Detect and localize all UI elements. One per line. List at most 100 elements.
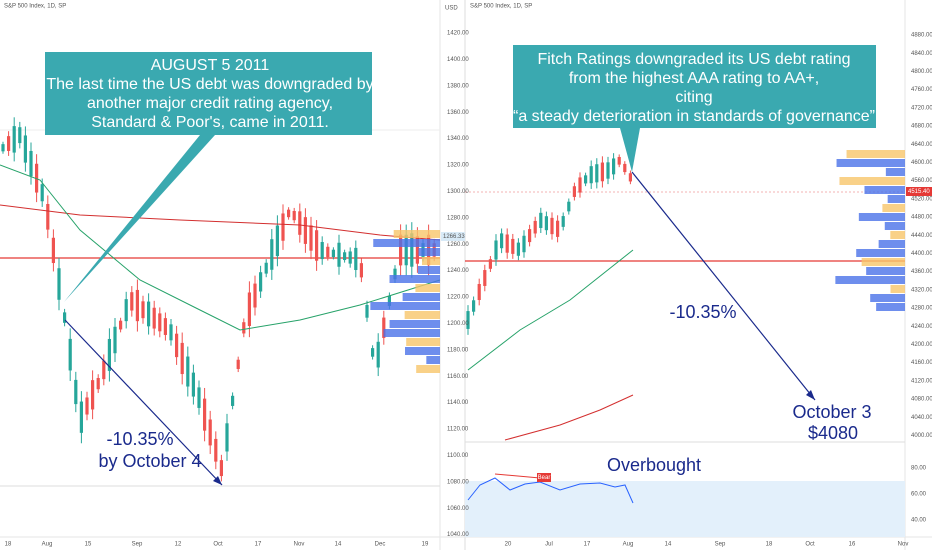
candle-body	[617, 156, 621, 165]
annotation-text: “a steady deterioration in standards of …	[513, 108, 875, 125]
volume-profile	[878, 240, 905, 248]
price-tag	[906, 187, 932, 196]
candle-body	[152, 307, 156, 329]
volume-profile	[418, 248, 440, 256]
volume-profile	[887, 195, 905, 203]
candle-body	[292, 210, 296, 221]
chart-drawings	[0, 117, 905, 504]
candle-body	[477, 283, 481, 301]
candle-body	[376, 341, 380, 368]
candle-body	[147, 301, 151, 327]
candle-body	[102, 360, 106, 380]
candle-body	[186, 356, 190, 387]
candle-body	[612, 158, 616, 175]
x-axis-label: 19	[422, 542, 429, 548]
volume-profile	[426, 356, 440, 364]
volume-profile	[835, 276, 905, 284]
candle-body	[600, 162, 604, 182]
volume-profile	[404, 311, 440, 319]
annotation-text: Standard & Poor's, came in 2011.	[91, 114, 329, 131]
y-axis-label: 1180.00	[447, 347, 469, 353]
candle-body	[225, 423, 229, 452]
volume-profile	[846, 150, 905, 158]
x-axis-label: Nov	[294, 542, 305, 548]
candle-body	[354, 247, 358, 271]
volume-profile	[421, 257, 440, 265]
price-tag	[441, 232, 465, 241]
y-axis-label: 4760.00	[911, 87, 932, 93]
y-axis-label: 1280.00	[447, 215, 469, 221]
rsi-tag-text: Bear	[538, 475, 551, 481]
rsi-band	[465, 481, 905, 537]
x-axis-label: 17	[584, 542, 591, 548]
candle-body	[113, 326, 117, 354]
candle-body	[79, 401, 83, 433]
candle-body	[544, 216, 548, 231]
candle-body	[472, 300, 476, 312]
y-axis-label: 4720.00	[911, 105, 932, 111]
candle-body	[326, 246, 330, 258]
candle-body	[567, 201, 571, 212]
volume-profile	[416, 365, 440, 373]
candle-body	[180, 342, 184, 375]
volume-profile	[393, 230, 440, 238]
x-axis-label: 14	[665, 542, 672, 548]
callout-tail	[620, 128, 640, 172]
volume-profile	[389, 320, 440, 328]
candle-body	[270, 239, 274, 270]
price-tag-text: 4515.40	[908, 189, 930, 195]
candle-body	[516, 242, 520, 256]
chart-title: S&P 500 Index, 1D, SP	[4, 4, 66, 10]
currency: USD	[445, 6, 458, 12]
candle-body	[281, 213, 285, 241]
candle-body	[74, 379, 78, 405]
x-axis-label: Oct	[213, 542, 223, 548]
moving-average	[467, 249, 634, 371]
candle-body	[175, 333, 179, 358]
volume-profile	[383, 329, 440, 337]
y-axis-label: 1320.00	[447, 163, 469, 169]
x-axis-label: 15	[85, 542, 92, 548]
callout-tail	[64, 135, 215, 302]
y-axis-label: 1340.00	[447, 136, 469, 142]
x-axis-label: Dec	[375, 542, 386, 548]
volume-profile	[406, 338, 440, 346]
y-axis-label: 1200.00	[447, 321, 469, 327]
candle-body	[124, 299, 128, 322]
volume-profile	[861, 258, 905, 266]
candle-body	[51, 237, 55, 264]
candle-body	[578, 177, 582, 193]
annotation-text: The last time the US debt was downgraded…	[46, 76, 373, 93]
x-axis-label: Nov	[898, 542, 909, 548]
annotation-box	[513, 45, 876, 128]
arrow-head	[806, 390, 815, 400]
volume-profile	[890, 231, 905, 239]
y-axis-label: 4640.00	[911, 142, 932, 148]
candle-body	[163, 318, 167, 335]
y-axis-label: 1300.00	[447, 189, 469, 195]
y-axis-label: 4880.00	[911, 33, 932, 39]
candle-body	[483, 270, 487, 286]
y-axis-label: 1140.00	[447, 400, 469, 406]
projection-arrow	[631, 171, 816, 401]
volume-profile	[858, 213, 905, 221]
candle-body	[29, 150, 33, 177]
volume-profile	[402, 293, 440, 301]
candle-body	[522, 235, 526, 253]
candle-body	[40, 184, 44, 202]
y-axis-label: 4360.00	[911, 269, 932, 275]
candle-body	[219, 460, 223, 477]
candle-body	[404, 234, 408, 266]
volume-profile	[876, 303, 905, 311]
candle-body	[303, 217, 307, 244]
annotation-box	[45, 52, 372, 135]
y-axis-label: 4160.00	[911, 360, 932, 366]
candle-body	[337, 242, 341, 267]
volume-profile	[389, 275, 440, 283]
candle-body	[589, 166, 593, 184]
y-axis-label: 4120.00	[911, 378, 932, 384]
volume-profile	[370, 302, 440, 310]
annotation-text: Fitch Ratings downgraded its US debt rat…	[537, 51, 850, 68]
candle-body	[242, 322, 246, 334]
annotation-text: another major credit rating agency,	[87, 95, 333, 112]
